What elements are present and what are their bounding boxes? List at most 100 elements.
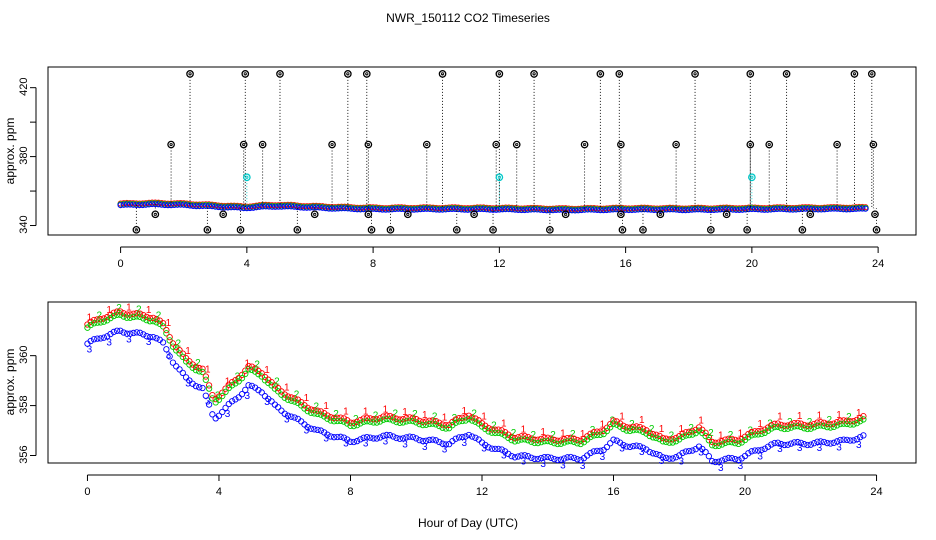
- series-1-point: [689, 428, 696, 435]
- series-3-point: [728, 455, 736, 462]
- spike-point-inner: [674, 142, 678, 147]
- baseline-point-blue: [458, 206, 465, 213]
- series-2-point: [386, 416, 394, 423]
- series-3-point: [357, 436, 364, 443]
- series-3-label: 3: [856, 440, 862, 451]
- baseline-point-blue: [120, 201, 127, 208]
- bottom-x-tick-label: 24: [870, 486, 882, 498]
- spike-point-inner: [725, 212, 729, 216]
- series-3-point: [807, 441, 814, 448]
- series-3-point: [228, 398, 236, 405]
- series-3-point: [196, 384, 203, 391]
- series-3-point: [146, 334, 154, 341]
- series-2-point: [127, 314, 134, 321]
- series-2-point: [459, 417, 466, 425]
- series-1-point: [561, 436, 568, 443]
- series-2-label: 2: [175, 338, 181, 349]
- baseline-point-blue: [603, 206, 610, 214]
- spike-point: [530, 70, 538, 78]
- series-2-point: [159, 323, 167, 330]
- spike-point: [872, 225, 881, 234]
- series-3-label: 3: [126, 335, 132, 346]
- baseline-point-blue: [777, 205, 784, 212]
- spike-point: [546, 225, 554, 234]
- series-1-point: [524, 433, 532, 441]
- series-2-point: [751, 431, 759, 438]
- series-1-label: 1: [166, 318, 172, 329]
- series-2-label: 2: [333, 409, 339, 420]
- series-2-point: [117, 311, 124, 318]
- baseline-point-blue: [278, 203, 285, 210]
- series-2-point: [350, 422, 357, 430]
- series-1-point: [186, 358, 193, 365]
- baseline-point-blue: [423, 205, 430, 212]
- series-3-point: [288, 413, 295, 420]
- series-3-point: [222, 404, 229, 411]
- baseline-point-blue: [167, 202, 175, 209]
- series-2-point: [837, 420, 844, 428]
- spike-point-inner: [808, 212, 812, 216]
- series-2-label: 2: [708, 428, 714, 439]
- spike-point-inner: [870, 72, 874, 76]
- baseline-point-blue: [505, 205, 512, 213]
- series-3-point: [199, 384, 206, 392]
- series-1-label: 1: [304, 393, 310, 404]
- series-2-point: [238, 375, 246, 382]
- baseline-point-blue: [622, 206, 629, 213]
- baseline-point-blue: [786, 206, 793, 213]
- series-2-point: [718, 441, 726, 448]
- spike-point-inner: [261, 142, 265, 147]
- series-3-point: [853, 435, 860, 443]
- series-3-point: [426, 436, 433, 444]
- series-3-point: [626, 443, 634, 451]
- series-1-point: [659, 434, 666, 442]
- baseline-point-blue: [319, 204, 326, 211]
- baseline-point-blue: [442, 206, 449, 213]
- series-1-point: [376, 415, 384, 422]
- series-3-point: [413, 435, 420, 442]
- series-1-point: [646, 429, 653, 436]
- baseline-point-blue: [830, 205, 838, 212]
- series-1-label: 1: [87, 312, 93, 323]
- series-1-point: [784, 422, 791, 429]
- series-2-point: [452, 419, 459, 426]
- baseline-point-blue: [357, 206, 364, 213]
- series-2-point: [199, 368, 206, 376]
- baseline-point-blue: [717, 206, 724, 213]
- series-2-point: [613, 421, 620, 428]
- series-3-point: [722, 455, 729, 463]
- series-3-point: [551, 455, 558, 463]
- series-3-point: [317, 427, 325, 434]
- series-1-point: [413, 416, 420, 423]
- baseline-point-blue: [568, 207, 576, 214]
- series-1-point: [715, 439, 722, 446]
- series-1-label: 1: [323, 401, 329, 412]
- baseline-point-blue: [543, 207, 550, 214]
- top-y-tick-label: 420: [18, 77, 30, 95]
- baseline-point-blue: [767, 206, 774, 213]
- series-2-label: 2: [254, 360, 260, 371]
- series-2-label: 2: [392, 409, 398, 420]
- figure-title: NWR_150112 CO2 Timeseries: [386, 11, 550, 25]
- series-1-point: [232, 377, 239, 384]
- series-1-label: 1: [422, 410, 428, 421]
- series-3-point: [531, 455, 538, 463]
- series-3-point: [613, 437, 620, 444]
- series-2-point: [771, 423, 778, 431]
- spike-point: [706, 225, 715, 234]
- series-2-point: [169, 343, 177, 350]
- series-2-point: [258, 373, 265, 380]
- spike-point-inner: [497, 175, 501, 179]
- baseline-point-blue: [281, 203, 288, 210]
- baseline-point-blue: [489, 206, 497, 213]
- baseline-point-blue: [224, 204, 232, 211]
- series-3-point: [304, 423, 311, 431]
- spike-point-inner: [582, 142, 587, 147]
- spike-point: [243, 173, 251, 182]
- spike-point-inner: [564, 212, 568, 216]
- bottom-plot-frame: [47, 301, 917, 464]
- series-1-point: [649, 430, 657, 438]
- baseline-point-blue: [328, 205, 336, 212]
- baseline-point-blue: [811, 206, 819, 213]
- series-1-label: 1: [856, 408, 862, 419]
